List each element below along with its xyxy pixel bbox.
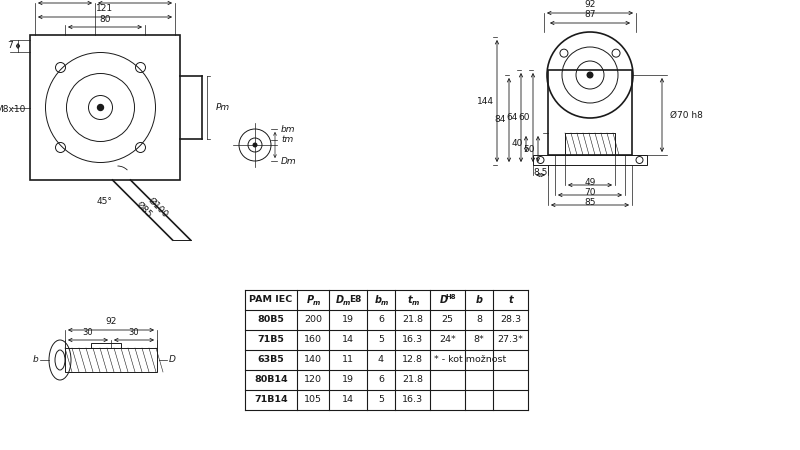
Text: D: D [169,356,176,364]
Text: 92: 92 [106,317,117,326]
Bar [91,343,121,348]
Text: m: m [380,300,388,306]
Text: Ø85: Ø85 [134,200,154,220]
Text: 80: 80 [99,15,110,24]
Text: m: m [342,300,350,306]
Text: 19: 19 [342,315,354,324]
Text: m: m [312,300,320,306]
Text: 64: 64 [506,113,518,122]
Text: 24*: 24* [439,336,456,345]
Text: 50: 50 [523,144,535,153]
Text: 80B14: 80B14 [254,375,288,384]
Text: 14: 14 [342,396,354,405]
Bar [533,155,647,165]
Text: 71B14: 71B14 [254,396,288,405]
Text: 6: 6 [378,375,384,384]
Text: 16.3: 16.3 [402,336,423,345]
Text: 30: 30 [129,328,139,337]
Text: t: t [508,295,513,305]
Text: b: b [475,295,482,305]
Text: Ø70 h8: Ø70 h8 [670,111,703,120]
Circle shape [253,143,258,148]
Text: 16.3: 16.3 [402,396,423,405]
Text: 49: 49 [584,178,596,187]
Text: 25: 25 [442,315,454,324]
Text: 19: 19 [342,375,354,384]
Text: 85: 85 [584,198,596,207]
Text: 160: 160 [304,336,322,345]
Text: 120: 120 [304,375,322,384]
Text: 14: 14 [342,336,354,345]
Text: 4: 4 [378,356,384,364]
Text: 87: 87 [584,10,596,19]
Text: 5: 5 [378,336,384,345]
Text: 28.3: 28.3 [500,315,521,324]
Text: 140: 140 [304,356,322,364]
Bar [548,70,632,155]
Text: 144: 144 [477,96,494,105]
Circle shape [586,72,594,78]
Bar [565,133,615,155]
Text: 40: 40 [512,140,523,148]
Text: P: P [306,295,314,305]
Text: * - kot možnost: * - kot možnost [434,356,506,364]
Text: 21.8: 21.8 [402,375,423,384]
Circle shape [98,104,103,111]
Text: 200: 200 [304,315,322,324]
Text: D: D [336,295,344,305]
Text: 63B5: 63B5 [258,356,284,364]
Text: 21.8: 21.8 [402,315,423,324]
Text: 92: 92 [584,0,596,9]
Text: 45°: 45° [97,198,113,207]
Text: b: b [32,356,38,364]
Text: PAM IEC: PAM IEC [250,296,293,305]
Bar [30,35,180,180]
Text: 60: 60 [518,113,530,122]
Text: 8*: 8* [474,336,484,345]
Text: 70: 70 [584,188,596,197]
Text: D: D [439,295,447,305]
Text: 71B5: 71B5 [258,336,285,345]
Text: 80B5: 80B5 [258,315,285,324]
Text: 12.8: 12.8 [402,356,423,364]
Text: 105: 105 [304,396,322,405]
Text: b: b [374,295,382,305]
Text: Ø100: Ø100 [146,196,170,220]
Text: bm: bm [281,125,295,134]
Text: 84: 84 [494,116,506,125]
Text: M8x10: M8x10 [0,105,25,114]
Bar [65,348,157,372]
Text: 30: 30 [82,328,94,337]
Text: E8: E8 [349,296,361,305]
Text: t: t [407,295,412,305]
Text: 8: 8 [476,315,482,324]
Text: tm: tm [281,135,294,144]
Text: 8.5: 8.5 [534,168,548,177]
Text: H8: H8 [445,294,456,300]
Text: Pm: Pm [216,103,230,112]
Text: 27.3*: 27.3* [498,336,523,345]
Text: 11: 11 [342,356,354,364]
Text: m: m [412,300,419,306]
Text: 7: 7 [7,41,13,50]
Text: 6: 6 [378,315,384,324]
Text: Dm: Dm [281,157,297,166]
Text: 121: 121 [97,4,114,13]
Text: 5: 5 [378,396,384,405]
